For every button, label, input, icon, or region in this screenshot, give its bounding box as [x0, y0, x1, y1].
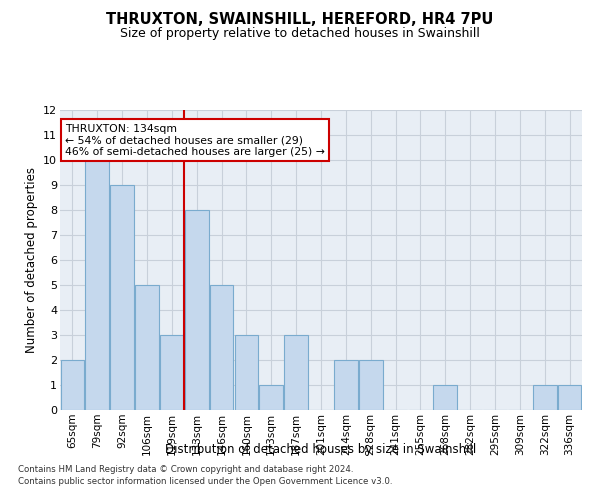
Text: Size of property relative to detached houses in Swainshill: Size of property relative to detached ho… [120, 28, 480, 40]
Text: THRUXTON, SWAINSHILL, HEREFORD, HR4 7PU: THRUXTON, SWAINSHILL, HEREFORD, HR4 7PU [106, 12, 494, 28]
Text: Contains HM Land Registry data © Crown copyright and database right 2024.: Contains HM Land Registry data © Crown c… [18, 466, 353, 474]
Bar [85, 160, 109, 410]
Bar [284, 335, 308, 410]
Text: Distribution of detached houses by size in Swainshill: Distribution of detached houses by size … [166, 442, 476, 456]
Bar [235, 335, 258, 410]
Text: Contains public sector information licensed under the Open Government Licence v3: Contains public sector information licen… [18, 476, 392, 486]
Bar [533, 385, 557, 410]
Bar [185, 210, 209, 410]
Bar [210, 285, 233, 410]
Bar [61, 360, 84, 410]
Bar [558, 385, 581, 410]
Y-axis label: Number of detached properties: Number of detached properties [25, 167, 38, 353]
Bar [433, 385, 457, 410]
Bar [135, 285, 159, 410]
Bar [259, 385, 283, 410]
Bar [334, 360, 358, 410]
Text: THRUXTON: 134sqm
← 54% of detached houses are smaller (29)
46% of semi-detached : THRUXTON: 134sqm ← 54% of detached house… [65, 124, 325, 156]
Bar [110, 185, 134, 410]
Bar [160, 335, 184, 410]
Bar [359, 360, 383, 410]
